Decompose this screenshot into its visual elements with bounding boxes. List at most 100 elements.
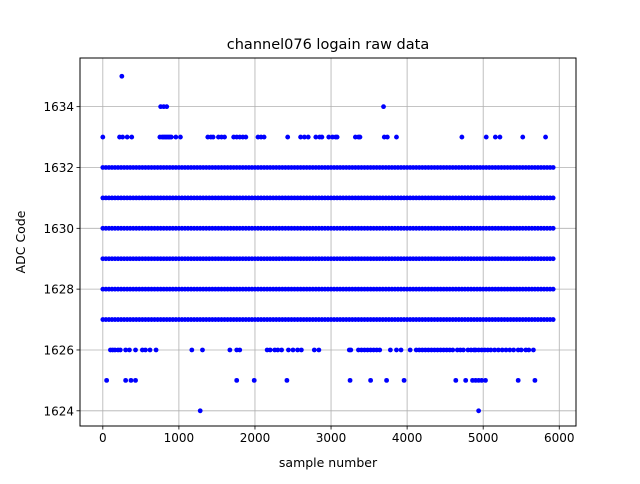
data-point xyxy=(326,134,332,140)
data-point xyxy=(398,347,404,353)
data-point xyxy=(357,134,363,140)
data-point xyxy=(164,104,170,110)
data-point xyxy=(143,347,148,353)
data-point xyxy=(127,347,132,353)
data-point xyxy=(267,347,273,353)
data-point xyxy=(197,408,203,414)
data-point xyxy=(129,134,135,140)
y-tick-label: 1626 xyxy=(43,343,74,357)
data-point xyxy=(407,347,413,353)
y-tick-label: 1634 xyxy=(43,100,74,114)
data-point xyxy=(286,347,291,353)
data-point xyxy=(275,347,281,353)
data-point xyxy=(483,134,489,140)
x-axis-label: sample number xyxy=(279,455,378,470)
y-tick-label: 1628 xyxy=(43,283,74,297)
data-point xyxy=(261,134,267,140)
data-point xyxy=(104,377,110,383)
chart-title: channel076 logain raw data xyxy=(227,37,429,53)
data-point xyxy=(401,377,407,383)
data-point xyxy=(123,377,129,383)
data-point xyxy=(394,134,399,140)
data-point xyxy=(298,134,304,140)
data-point xyxy=(295,347,300,353)
data-point xyxy=(507,347,513,353)
y-tick-label: 1630 xyxy=(43,222,74,236)
data-point xyxy=(305,134,311,140)
data-point xyxy=(550,317,556,322)
data-point xyxy=(237,347,243,353)
data-point xyxy=(319,134,325,140)
data-point xyxy=(173,134,179,140)
data-point xyxy=(178,134,183,140)
y-tick-label: 1624 xyxy=(43,404,74,418)
x-tick-label: 2000 xyxy=(240,431,271,445)
data-point xyxy=(461,347,466,353)
data-point xyxy=(496,347,501,353)
data-point xyxy=(368,377,373,383)
data-point xyxy=(279,347,284,353)
data-point xyxy=(334,134,340,140)
plot-frame xyxy=(79,57,577,427)
y-axis-ticks: 1624 1626 1628 1630 1632 1634 xyxy=(43,100,80,418)
data-point xyxy=(133,377,138,383)
data-point xyxy=(511,347,517,353)
data-point xyxy=(532,377,538,383)
data-point xyxy=(550,165,556,170)
x-tick-label: 5000 xyxy=(468,431,499,445)
data-point xyxy=(100,134,106,140)
data-point xyxy=(515,377,521,383)
data-point xyxy=(234,377,240,383)
data-point xyxy=(520,134,526,140)
data-point xyxy=(550,195,556,201)
data-point xyxy=(384,377,389,383)
data-point xyxy=(313,134,319,140)
data-point xyxy=(483,377,488,383)
data-point xyxy=(168,134,174,140)
data-point xyxy=(377,347,383,353)
data-points xyxy=(100,73,556,414)
data-point xyxy=(311,347,317,353)
data-point xyxy=(453,377,459,383)
data-point xyxy=(479,377,485,383)
data-point xyxy=(387,347,393,353)
data-point xyxy=(459,134,465,140)
data-point xyxy=(518,347,524,353)
x-tick-label: 1000 xyxy=(164,431,195,445)
data-point xyxy=(526,347,532,353)
y-axis-label: ADC Code xyxy=(13,210,28,273)
data-point xyxy=(120,134,125,140)
data-point xyxy=(117,347,123,353)
data-point xyxy=(298,347,304,353)
data-point xyxy=(210,134,216,140)
data-point xyxy=(497,134,503,140)
data-point xyxy=(550,256,556,262)
data-point xyxy=(543,134,548,140)
data-point xyxy=(347,377,353,383)
data-point xyxy=(189,347,195,353)
data-point xyxy=(531,347,536,353)
data-point xyxy=(124,134,130,140)
data-point xyxy=(394,347,399,353)
data-point xyxy=(348,347,354,353)
x-tick-label: 6000 xyxy=(544,431,575,445)
data-point xyxy=(284,377,290,383)
data-point xyxy=(153,347,159,353)
data-point xyxy=(133,347,138,353)
data-point xyxy=(222,134,227,140)
data-point xyxy=(243,134,249,140)
data-point xyxy=(285,134,291,140)
data-point xyxy=(147,347,153,353)
data-point xyxy=(499,347,505,353)
x-axis-ticks: 0 1000 2000 3000 4000 5000 6000 xyxy=(99,426,575,445)
data-point xyxy=(463,377,469,383)
data-point xyxy=(503,347,509,353)
data-point xyxy=(128,377,134,383)
data-point xyxy=(488,347,494,353)
data-point xyxy=(381,104,386,110)
data-point xyxy=(550,286,556,292)
y-tick-label: 1632 xyxy=(43,161,74,175)
